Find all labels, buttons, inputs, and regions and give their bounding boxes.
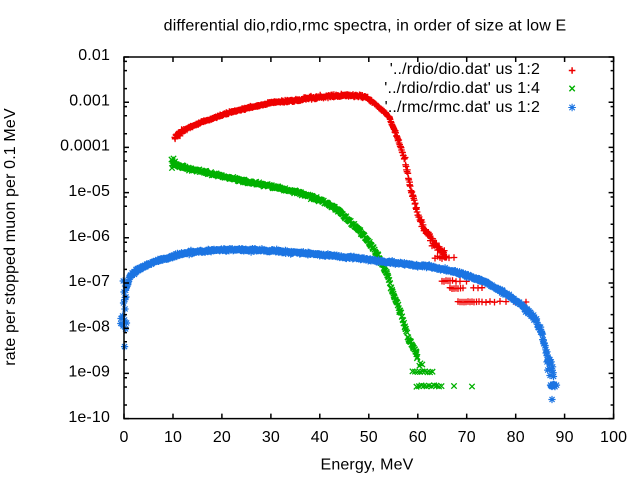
svg-text:'../rdio/dio.dat' us 1:2: '../rdio/dio.dat' us 1:2 bbox=[390, 61, 540, 78]
svg-text:70: 70 bbox=[458, 429, 476, 446]
svg-text:50: 50 bbox=[360, 429, 378, 446]
svg-text:30: 30 bbox=[262, 429, 280, 446]
svg-text:60: 60 bbox=[409, 429, 427, 446]
svg-text:rate per stopped muon per 0.1: rate per stopped muon per 0.1 MeV bbox=[2, 108, 19, 366]
svg-text:10: 10 bbox=[164, 429, 182, 446]
svg-text:0.0001: 0.0001 bbox=[60, 138, 110, 155]
svg-text:90: 90 bbox=[556, 429, 574, 446]
svg-text:80: 80 bbox=[507, 429, 525, 446]
svg-text:1e-07: 1e-07 bbox=[68, 273, 110, 290]
svg-text:40: 40 bbox=[311, 429, 329, 446]
svg-text:0.001: 0.001 bbox=[69, 92, 110, 109]
svg-text:0: 0 bbox=[119, 429, 128, 446]
svg-text:Energy, MeV: Energy, MeV bbox=[321, 457, 414, 474]
svg-text:1e-09: 1e-09 bbox=[68, 364, 110, 381]
svg-text:1e-08: 1e-08 bbox=[68, 318, 110, 335]
svg-text:1e-10: 1e-10 bbox=[68, 409, 110, 426]
svg-text:0.01: 0.01 bbox=[78, 47, 110, 64]
svg-text:differential dio,rdio,rmc spec: differential dio,rdio,rmc spectra, in or… bbox=[164, 18, 567, 35]
svg-text:1e-05: 1e-05 bbox=[68, 183, 110, 200]
svg-text:'../rmc/rmc.dat' us 1:2: '../rmc/rmc.dat' us 1:2 bbox=[385, 99, 540, 116]
svg-text:100: 100 bbox=[600, 429, 627, 446]
svg-text:1e-06: 1e-06 bbox=[68, 228, 110, 245]
svg-text:'../rdio/rdio.dat' us 1:4: '../rdio/rdio.dat' us 1:4 bbox=[384, 80, 540, 97]
svg-text:20: 20 bbox=[213, 429, 231, 446]
